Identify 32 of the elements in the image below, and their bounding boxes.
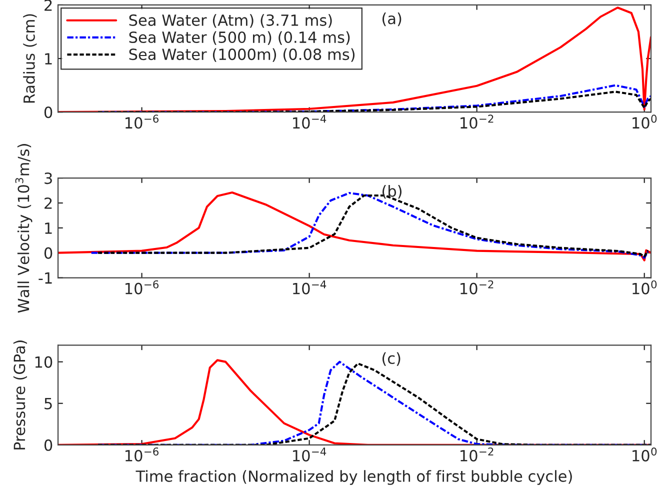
x-tick-label: 10$^{0}$ (632, 280, 657, 294)
y-tick-label: 1 (45, 53, 52, 64)
x-tick-label: 10$^{−2}$ (460, 114, 494, 129)
x-tick-label: 10$^{−4}$ (293, 280, 326, 294)
legend-label: Sea Water (500 m) (0.14 ms) (129, 31, 350, 45)
x-tick-label: 10$^{−6}$ (126, 447, 159, 462)
legend-label: Sea Water (1000m) (0.08 ms) (129, 48, 355, 62)
y-tick-label: 5 (44, 398, 52, 410)
y-tick-label: -1 (38, 272, 52, 284)
y-tick-label: 0 (44, 439, 52, 451)
annotation: (a) (382, 12, 402, 26)
y-tick-label: 1 (45, 222, 52, 234)
x-tick-label: 10$^{−6}$ (126, 114, 159, 129)
y-tick-label: 10 (35, 356, 52, 368)
annotation: (c) (382, 352, 400, 366)
y-axis-title: Radius (cm) (23, 14, 37, 103)
y-axis-title: Pressure (GPa) (13, 340, 28, 450)
y-tick-label: 3 (44, 172, 52, 184)
annotation: (b) (382, 185, 402, 199)
y-axis-title: Wall Velocity (10$^{3}$m/s) (15, 144, 32, 313)
legend-label: Sea Water (Atm) (3.71 ms) (129, 14, 332, 28)
x-tick-label: 10$^{−2}$ (460, 447, 494, 462)
x-axis-title: Time fraction (Normalized by length of first bubble cycle) (136, 470, 572, 485)
y-tick-label: 2 (44, 197, 52, 209)
x-tick-label: 10$^{−2}$ (460, 280, 494, 294)
y-tick-label: 0 (44, 106, 52, 118)
x-tick-label: 10$^{−6}$ (126, 280, 159, 294)
x-tick-label: 10$^{−4}$ (293, 448, 326, 462)
x-tick-label: 10$^{0}$ (632, 114, 657, 129)
x-tick-label: 10$^{−4}$ (293, 114, 326, 129)
x-tick-label: 10$^{0}$ (632, 447, 657, 462)
y-tick-label: 0 (44, 247, 52, 259)
